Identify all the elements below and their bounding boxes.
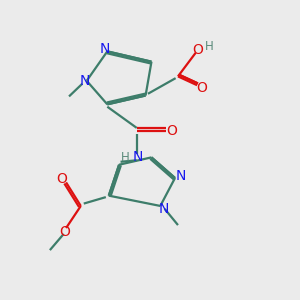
Text: H: H [205, 40, 213, 53]
Text: N: N [133, 150, 143, 164]
Text: O: O [167, 124, 178, 138]
Text: N: N [159, 202, 169, 217]
Text: O: O [56, 172, 67, 186]
Text: N: N [175, 169, 185, 184]
Text: H: H [121, 152, 130, 164]
Text: O: O [193, 44, 203, 58]
Text: O: O [196, 81, 207, 94]
Text: O: O [59, 225, 70, 239]
Text: N: N [100, 42, 110, 56]
Text: N: N [79, 74, 89, 88]
